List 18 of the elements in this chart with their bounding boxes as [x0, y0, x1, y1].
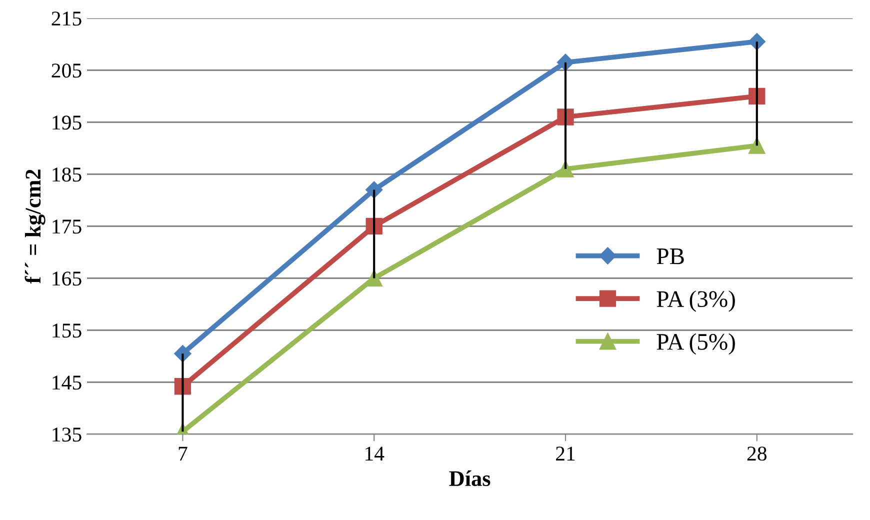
y-tick-label: 135	[52, 428, 82, 442]
y-axis-title: f´´ = kg/cm2	[24, 170, 46, 284]
legend-label: PA (5%)	[656, 333, 735, 355]
x-tick-label: 14	[366, 446, 384, 460]
x-tick-label: 7	[178, 446, 188, 460]
x-tick-label: 28	[747, 446, 767, 461]
y-tick-label: 195	[52, 116, 82, 130]
y-tick-label: 205	[52, 64, 82, 78]
y-tick-label: 145	[52, 376, 82, 390]
y-tick-label: 175	[52, 220, 82, 234]
y-tick-label: 165	[52, 272, 82, 286]
legend-label: PB	[656, 248, 684, 264]
y-tick-label: 215	[52, 12, 82, 26]
y-tick-label: 155	[52, 324, 82, 338]
y-tick-label: 185	[52, 168, 82, 182]
x-axis-title: Días	[449, 470, 490, 486]
x-tick-label: 21	[556, 446, 575, 460]
legend-label: PA (3%)	[656, 290, 735, 312]
